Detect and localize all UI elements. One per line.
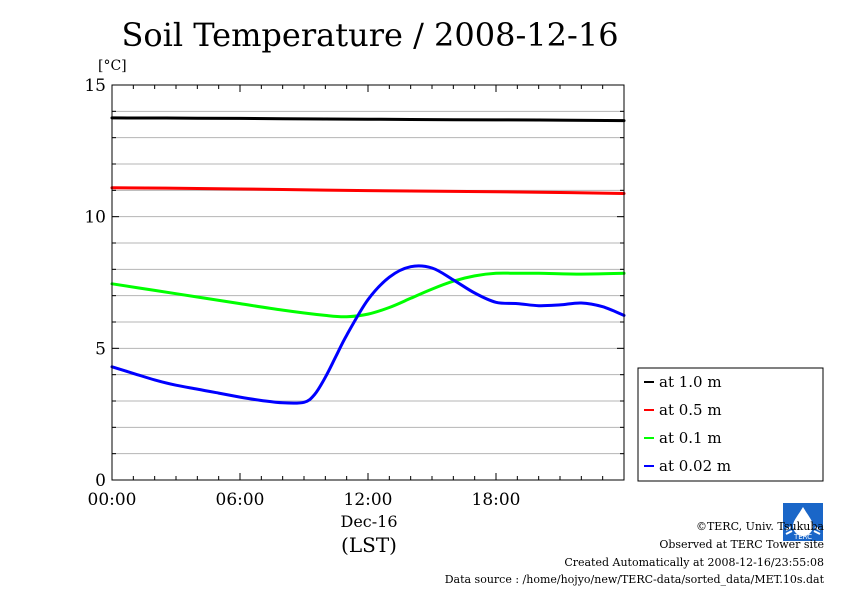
terc-logo-icon: TERC [783,503,823,541]
legend-item: at 0.1 m [644,429,722,447]
y-tick-label: 0 [95,471,106,491]
x-tick-label: 12:00 [344,490,393,510]
legend-label: at 0.1 m [659,429,722,447]
series-lines [110,116,626,405]
chart-title: Soil Temperature / 2008-12-16 [121,16,618,54]
series-line-3 [110,264,626,405]
plot-frame [111,84,625,481]
footer-created: Created Automatically at 2008-12-16/23:5… [564,556,824,569]
y-tick-label: 15 [84,76,106,96]
y-ticks: 0 5 10 15 [84,76,624,491]
grid [112,110,624,455]
legend-label: at 1.0 m [659,373,722,391]
x-tick-label: 18:00 [472,490,521,510]
legend-item: at 0.02 m [644,457,731,475]
x-ticks: 00:00 06:00 12:00 18:00 [88,85,625,510]
legend-item: at 0.5 m [644,401,722,419]
series-line-0 [110,116,626,123]
x-tick-label: 06:00 [216,490,265,510]
x-axis-label: (LST) [341,533,397,557]
logo-text: TERC [793,533,812,541]
legend-label: at 0.02 m [659,457,731,475]
series-line-1 [110,186,626,195]
x-tick-label: 00:00 [88,490,137,510]
x-date-label: Dec-16 [340,512,397,531]
y-tick-label: 10 [84,208,106,228]
footer-observed: Observed at TERC Tower site [659,538,824,551]
y-axis-label: [°C] [98,58,127,74]
legend-item: at 1.0 m [644,373,722,391]
legend-label: at 0.5 m [659,401,722,419]
footer-source: Data source : /home/hojyo/new/TERC-data/… [444,573,824,586]
series-line-2 [110,271,626,319]
legend-box [637,367,824,482]
legend: at 1.0 m at 0.5 m at 0.1 m at 0.02 m [637,367,824,482]
footer-copyright: ©TERC, Univ. Tsukuba [695,520,824,533]
y-tick-label: 5 [95,339,106,359]
